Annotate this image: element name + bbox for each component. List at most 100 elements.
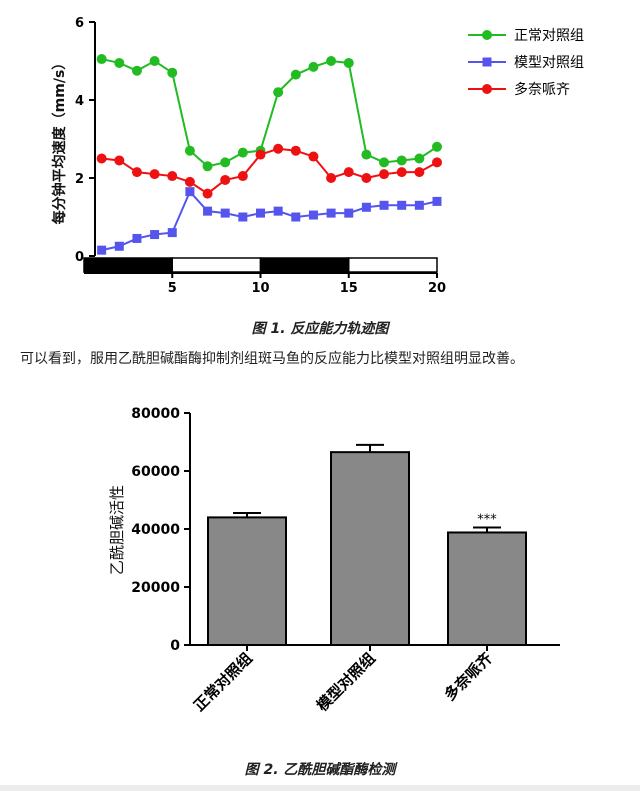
y-tick-label: 20000 (131, 580, 180, 596)
data-point (149, 169, 160, 180)
data-point (432, 157, 442, 168)
bar (207, 516, 287, 646)
x-tick-label: 正常对照组 (190, 649, 256, 715)
data-point (326, 56, 337, 66)
y-tick-label: 80000 (131, 406, 180, 422)
light-dark-segment-light (348, 257, 438, 273)
series-line (101, 189, 438, 252)
bar-group: *** 多奈哌齐 (441, 513, 527, 704)
data-point (184, 145, 195, 156)
bar (330, 451, 410, 647)
data-point (131, 167, 142, 178)
bar-group: 模型对照组 (313, 443, 410, 715)
data-point (379, 200, 389, 210)
light-dark-segment-dark (83, 257, 173, 273)
data-point (290, 145, 301, 156)
data-point (326, 173, 337, 183)
data-point (379, 169, 390, 180)
body-paragraph: 可以看到，服用乙酰胆碱酯酶抑制剂组斑马鱼的反应能力比模型对照组明显改善。 (20, 351, 524, 367)
data-point (361, 149, 372, 160)
data-point (414, 200, 424, 210)
y-tick-label: 0 (75, 250, 84, 265)
data-point (397, 200, 407, 210)
data-point (96, 153, 107, 164)
y-tick-label: 60000 (131, 464, 180, 480)
data-point (150, 230, 160, 240)
y-tick-label: 0 (170, 638, 180, 654)
data-point (308, 61, 319, 72)
data-point (238, 212, 248, 222)
x-tick-label: 10 (251, 281, 269, 296)
data-point (185, 187, 195, 197)
figure1-caption: 图 1. 反应能力轨迹图 (251, 321, 389, 337)
data-point (149, 56, 160, 66)
figure2-caption: 图 2. 乙酰胆碱酯酶检测 (244, 762, 396, 778)
series-2 (97, 187, 442, 255)
x-tick-label: 15 (340, 281, 358, 296)
legend-marker (482, 57, 492, 67)
y-axis-label: 每分钟平均速度（mm/s） (51, 56, 68, 225)
data-point (432, 196, 442, 206)
bar-group: 正常对照组 (190, 512, 287, 715)
data-point (167, 171, 178, 182)
data-point (96, 54, 107, 65)
data-point (343, 57, 354, 68)
data-point (290, 69, 301, 80)
data-point (167, 228, 177, 238)
data-point (237, 147, 248, 158)
series-1 (96, 54, 442, 172)
data-point (184, 176, 195, 187)
x-tick-label: 多奈哌齐 (441, 648, 497, 704)
legend-marker (482, 84, 492, 94)
light-dark-segment-light (171, 257, 262, 273)
y-tick-label: 4 (75, 94, 84, 109)
x-tick-label: 模型对照组 (313, 649, 379, 715)
legend-item: 多奈哌齐 (468, 81, 570, 98)
data-point (396, 155, 407, 166)
data-point (361, 173, 372, 183)
data-point (114, 57, 125, 68)
legend-label: 模型对照组 (514, 55, 584, 71)
data-point (237, 171, 248, 182)
y-tick-label: 2 (75, 172, 84, 187)
data-point (131, 65, 142, 76)
data-point (202, 161, 213, 172)
data-point (308, 210, 318, 220)
legend-marker (482, 30, 492, 40)
data-point (97, 245, 107, 255)
legend-item: 模型对照组 (468, 55, 584, 71)
data-point (291, 212, 301, 222)
series-3 (96, 143, 442, 199)
data-point (414, 153, 425, 164)
data-point (202, 188, 213, 199)
data-point (379, 157, 390, 168)
data-point (256, 208, 265, 218)
data-point (343, 167, 354, 178)
y-tick-label: 40000 (131, 522, 180, 538)
data-point (273, 143, 284, 154)
data-point (167, 67, 178, 78)
x-tick-label: 20 (428, 281, 446, 296)
y-axis-label: 乙酰胆碱活性 (108, 485, 126, 575)
data-point (361, 202, 371, 212)
figure2-chart: 乙酰胆碱活性 0 20000 40000 60000 80000 正常对照组 模型对照组 *… (108, 406, 560, 715)
data-point (220, 174, 231, 185)
data-point (114, 155, 125, 166)
data-point (220, 157, 231, 168)
data-point (344, 208, 354, 218)
bottom-divider (0, 785, 640, 791)
data-point (255, 149, 266, 160)
data-point (132, 233, 142, 243)
data-point (114, 241, 124, 251)
y-tick-label: 6 (75, 16, 84, 31)
significance-label: *** (477, 513, 497, 528)
data-point (220, 208, 230, 218)
data-point (432, 141, 442, 152)
light-dark-segment-dark (259, 257, 350, 273)
legend-label: 正常对照组 (514, 28, 584, 44)
series-line (101, 58, 438, 168)
bar (447, 531, 527, 646)
x-tick-label: 5 (168, 281, 177, 296)
data-point (414, 167, 425, 178)
